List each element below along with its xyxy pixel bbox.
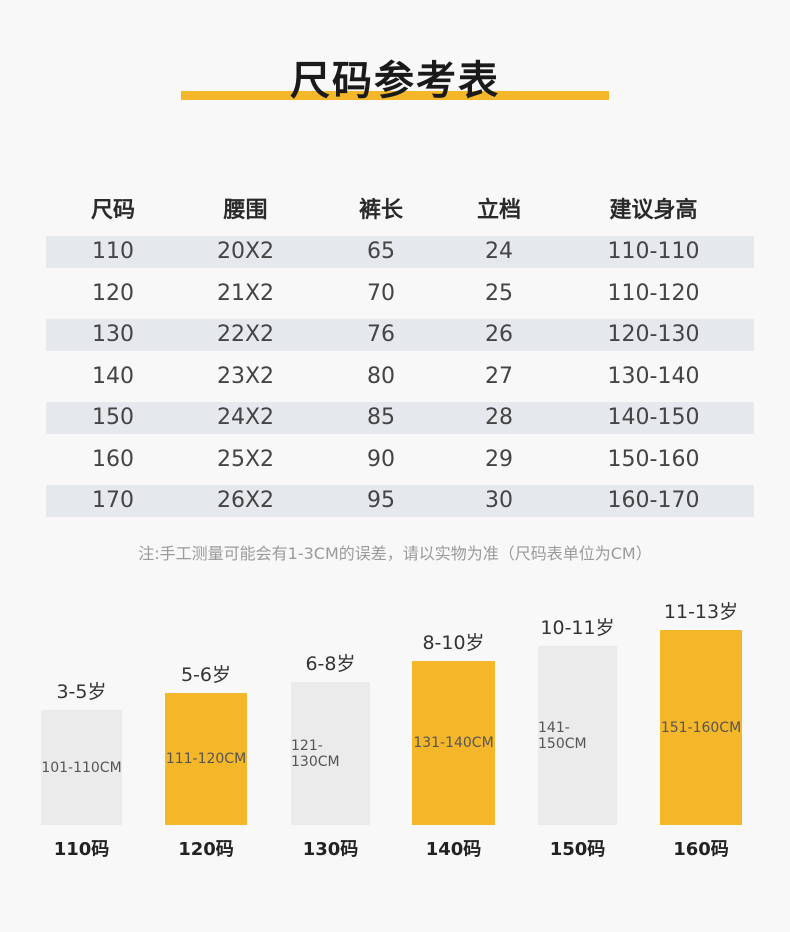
- size-label: 130码: [302, 839, 359, 860]
- height-bar: 131-140CM: [412, 661, 495, 825]
- cell-rise: 24: [485, 239, 513, 265]
- size-label: 120码: [178, 839, 234, 860]
- table-row: 130 22X2 76 26 120-130: [46, 314, 754, 356]
- cell-height: 120-130: [607, 322, 700, 348]
- cell-height: 110-110: [607, 239, 700, 265]
- cell-rise: 29: [485, 446, 513, 472]
- cell-waist: 20X2: [216, 239, 275, 265]
- size-label: 150码: [549, 839, 606, 860]
- header-waist: 腰围: [223, 198, 268, 223]
- size-bars: 3-5岁 101-110CM 110码 5-6岁 111-120CM 120码 6-8岁 12…: [0, 580, 790, 880]
- cell-waist: 24X2: [216, 405, 275, 431]
- table-row: 140 23X2 80 27 130-140: [46, 356, 754, 398]
- age-label: 3-5岁: [56, 681, 107, 703]
- cell-rise: 28: [485, 405, 513, 431]
- cell-rise: 25: [485, 280, 513, 306]
- title-underline: [181, 91, 609, 100]
- height-bar: 141-150CM: [538, 646, 617, 825]
- height-bar: 121-130CM: [291, 682, 370, 825]
- cell-length: 65: [367, 239, 395, 265]
- cell-length: 80: [367, 363, 395, 389]
- age-label: 11-13岁: [663, 601, 739, 623]
- table-row: 110 20X2 65 24 110-110: [46, 231, 754, 273]
- table-body: 110 20X2 65 24 110-110 120 21X2 70 25 110-120 130 2…: [46, 231, 754, 522]
- cell-waist: 21X2: [216, 280, 275, 306]
- cell-rise: 30: [485, 488, 513, 514]
- header-height: 建议身高: [609, 198, 698, 223]
- height-bar: 101-110CM: [41, 710, 122, 825]
- cell-height: 160-170: [607, 488, 700, 514]
- table-header: 尺码 腰围 裤长 立档 建议身高: [46, 185, 754, 231]
- cell-height: 130-140: [607, 363, 700, 389]
- cell-size: 150: [92, 405, 134, 431]
- header-size: 尺码: [90, 198, 135, 223]
- header-length: 裤长: [358, 198, 403, 223]
- table-row: 120 21X2 70 25 110-120: [46, 273, 754, 315]
- size-label: 140码: [425, 839, 482, 860]
- cell-height: 150-160: [607, 446, 700, 472]
- height-bar: 111-120CM: [165, 693, 247, 825]
- size-label: 110码: [53, 839, 110, 860]
- cell-size: 110: [92, 239, 134, 265]
- title-section: 尺码参考表: [0, 40, 790, 110]
- table-row: 160 25X2 90 29 150-160: [46, 439, 754, 481]
- table-row: 150 24X2 85 28 140-150: [46, 397, 754, 439]
- header-rise: 立档: [476, 198, 521, 223]
- row-shade: [46, 485, 754, 517]
- cell-rise: 26: [485, 322, 513, 348]
- cell-length: 70: [367, 280, 395, 306]
- age-label: 6-8岁: [305, 653, 356, 675]
- cell-size: 160: [92, 446, 134, 472]
- cell-waist: 25X2: [216, 446, 275, 472]
- cell-waist: 23X2: [216, 363, 275, 389]
- cell-waist: 22X2: [216, 322, 275, 348]
- cell-size: 170: [92, 488, 134, 514]
- cell-rise: 27: [485, 363, 513, 389]
- cell-size: 140: [92, 363, 134, 389]
- measurement-note: 注:手工测量可能会有1-3CM的误差，请以实物为准（尺码表单位为CM）: [138, 544, 652, 563]
- cell-waist: 26X2: [216, 488, 275, 514]
- size-table: 尺码 腰围 裤长 立档 建议身高 110 20X2 65 24 110-110 120 21…: [46, 185, 754, 522]
- cell-length: 95: [367, 488, 395, 514]
- row-shade: [46, 319, 754, 351]
- cell-height: 110-120: [607, 280, 700, 306]
- height-bar: 151-160CM: [660, 630, 742, 825]
- row-shade: [46, 236, 754, 268]
- cell-size: 120: [92, 280, 134, 306]
- table-row: 170 26X2 95 30 160-170: [46, 480, 754, 522]
- cell-length: 76: [367, 322, 395, 348]
- size-label: 160码: [673, 839, 729, 860]
- page-title: 尺码参考表: [290, 58, 500, 104]
- row-shade: [46, 402, 754, 434]
- cell-length: 85: [367, 405, 395, 431]
- cell-height: 140-150: [607, 405, 700, 431]
- cell-size: 130: [92, 322, 134, 348]
- age-label: 10-11岁: [540, 617, 615, 639]
- age-label: 5-6岁: [180, 664, 232, 686]
- age-label: 8-10岁: [422, 632, 485, 654]
- cell-length: 90: [367, 446, 395, 472]
